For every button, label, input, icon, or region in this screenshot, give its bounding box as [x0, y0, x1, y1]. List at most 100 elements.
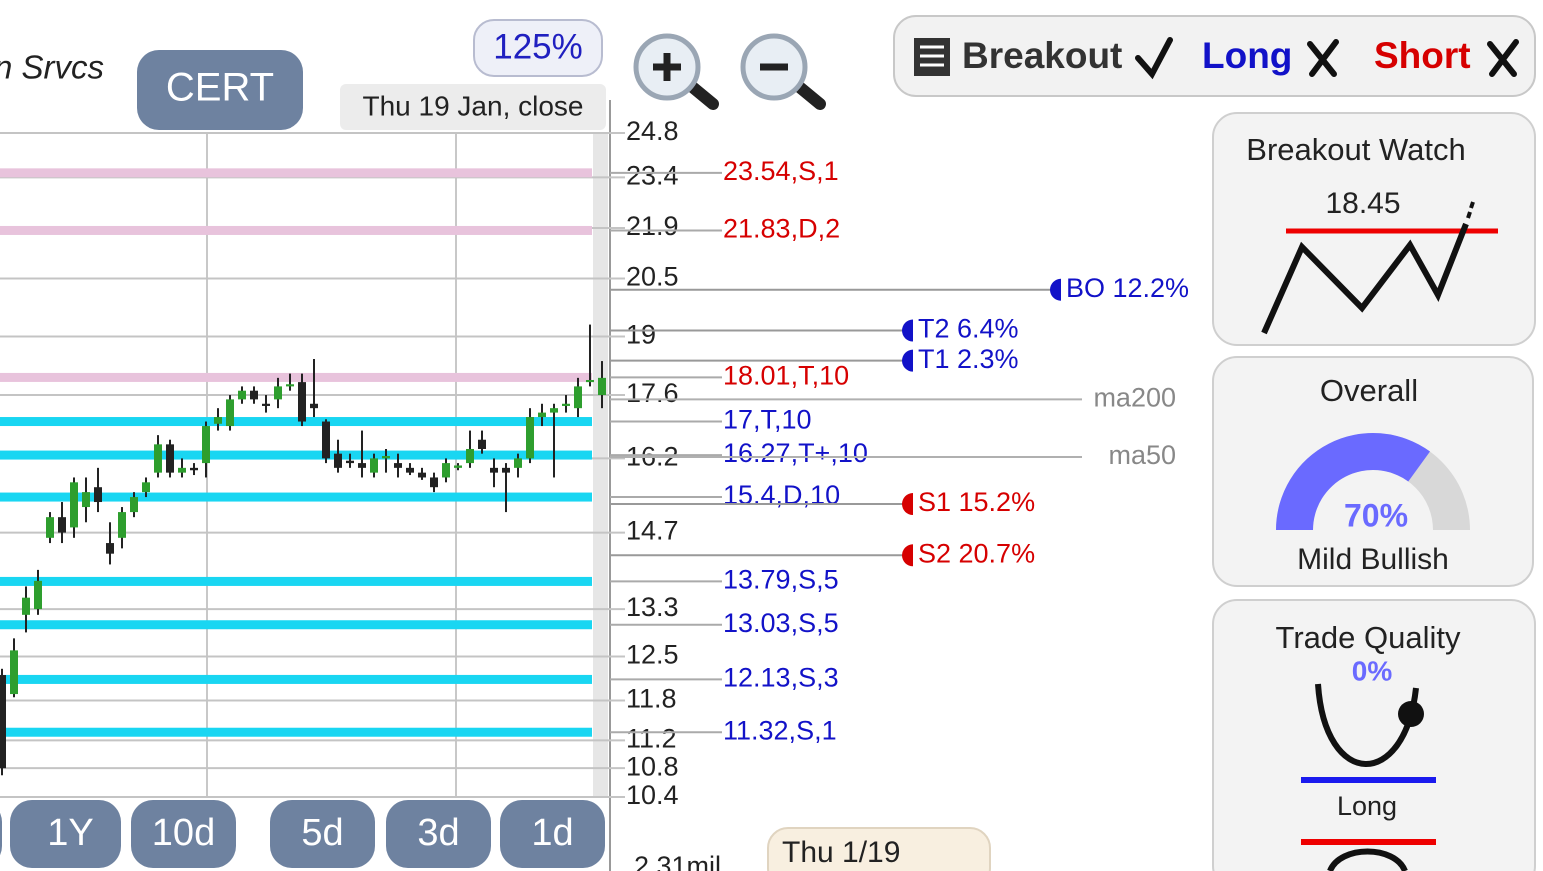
level-label: 15.4,D,10 — [723, 480, 840, 510]
zoom-in[interactable] — [633, 33, 719, 110]
long-label[interactable]: Long — [1202, 35, 1292, 76]
level-band — [0, 674, 592, 684]
candle-body — [454, 465, 462, 468]
y-tick-label: 11.8 — [626, 684, 677, 714]
level-label: 13.79,S,5 — [723, 565, 839, 595]
candle-body — [526, 417, 534, 459]
range-button[interactable] — [0, 800, 2, 868]
target-marker — [1050, 278, 1061, 301]
range-label: 3d — [417, 812, 459, 854]
level-band — [0, 417, 592, 427]
candle-body — [466, 448, 474, 464]
level-label: 17,T,10 — [723, 405, 812, 435]
target-label: S1 15.2% — [918, 487, 1035, 517]
range-button[interactable] — [270, 800, 375, 868]
candle-body — [538, 412, 546, 418]
check-icon — [1135, 37, 1173, 80]
candle-body — [406, 467, 414, 473]
gauge-fill — [1276, 433, 1431, 530]
volume-label: 2.31mil — [634, 851, 721, 871]
target-marker — [902, 544, 913, 567]
date-text: Thu 19 Jan, close — [362, 90, 583, 121]
date-tooltip — [767, 827, 991, 871]
x-icon — [1487, 39, 1519, 77]
y-tick-label: 24.8 — [626, 116, 679, 146]
candle-body — [490, 467, 498, 473]
zoom-level: 125% — [493, 27, 583, 66]
candle-body — [22, 597, 30, 615]
candle-body — [358, 463, 366, 468]
ma-label: ma50 — [1108, 440, 1176, 470]
ticker-button[interactable] — [137, 50, 303, 130]
candle-body — [382, 456, 390, 459]
range-label: 5d — [301, 812, 343, 854]
candle-body — [154, 444, 162, 473]
panel-title: Breakout Watch — [1246, 132, 1465, 167]
x-icon — [1307, 39, 1339, 77]
candle-body — [178, 467, 186, 473]
y-tick-label: 13.3 — [626, 592, 679, 622]
candle-body — [130, 497, 138, 513]
candle-body — [142, 482, 150, 493]
current-day-strip — [593, 133, 608, 797]
zoom-out[interactable] — [740, 33, 826, 110]
candle-body — [502, 467, 510, 473]
y-tick-label: 17.6 — [626, 378, 679, 408]
breakout-icon — [1261, 222, 1469, 335]
range-label: 10d — [152, 812, 215, 854]
candle-body — [514, 458, 522, 468]
candle-body — [310, 403, 318, 409]
level-band — [0, 372, 592, 382]
breakout-label[interactable]: Breakout — [962, 35, 1122, 76]
y-tick-label: 20.5 — [626, 262, 679, 292]
target-marker — [902, 349, 913, 372]
zoom-badge[interactable] — [473, 19, 603, 77]
y-tick-label: 11.2 — [626, 724, 677, 754]
candle-body — [190, 467, 198, 471]
y-tick-label: 10.8 — [626, 751, 679, 781]
target-label: T2 6.4% — [918, 314, 1019, 344]
level-band — [0, 727, 592, 737]
candle-body — [34, 580, 42, 610]
candle-body — [478, 439, 486, 449]
level-label: 23.54,S,1 — [723, 156, 839, 186]
candle-body — [106, 543, 114, 554]
candle-body — [298, 382, 306, 422]
breakout-icon-dash — [1466, 201, 1475, 219]
candle-body — [562, 403, 570, 406]
date-badge — [340, 84, 606, 130]
short-icon — [1327, 848, 1408, 871]
menu-icon[interactable] — [914, 38, 950, 76]
short-label[interactable]: Short — [1374, 35, 1471, 76]
candle-body — [586, 379, 594, 383]
range-button[interactable] — [131, 800, 236, 868]
cup-dot — [1398, 701, 1424, 727]
panel-title: Overall — [1320, 373, 1418, 408]
company-name: n Srvcs — [0, 49, 104, 86]
trade-side: Long — [1337, 791, 1397, 821]
candle-body — [262, 403, 270, 406]
range-button[interactable] — [386, 800, 491, 868]
y-tick-label: 12.5 — [626, 640, 679, 670]
candle-body — [550, 408, 558, 413]
level-band — [0, 620, 592, 630]
level-band — [0, 576, 592, 586]
target-label: T1 2.3% — [918, 344, 1019, 374]
level-label: 13.03,S,5 — [723, 608, 839, 638]
candle-body — [118, 512, 126, 538]
candle-body — [394, 463, 402, 468]
y-tick-label: 14.7 — [626, 516, 679, 546]
candle-body — [346, 460, 354, 464]
level-label: 16.27,T+,10 — [723, 438, 868, 468]
level-label: 18.01,T,10 — [723, 361, 849, 391]
candle-body — [286, 384, 294, 387]
range-button[interactable] — [10, 800, 121, 868]
candle-body — [214, 417, 222, 424]
target-marker — [902, 493, 913, 516]
level-band — [0, 168, 592, 178]
candle-body — [70, 482, 78, 528]
range-button[interactable] — [500, 800, 605, 868]
candle-body — [226, 399, 234, 427]
